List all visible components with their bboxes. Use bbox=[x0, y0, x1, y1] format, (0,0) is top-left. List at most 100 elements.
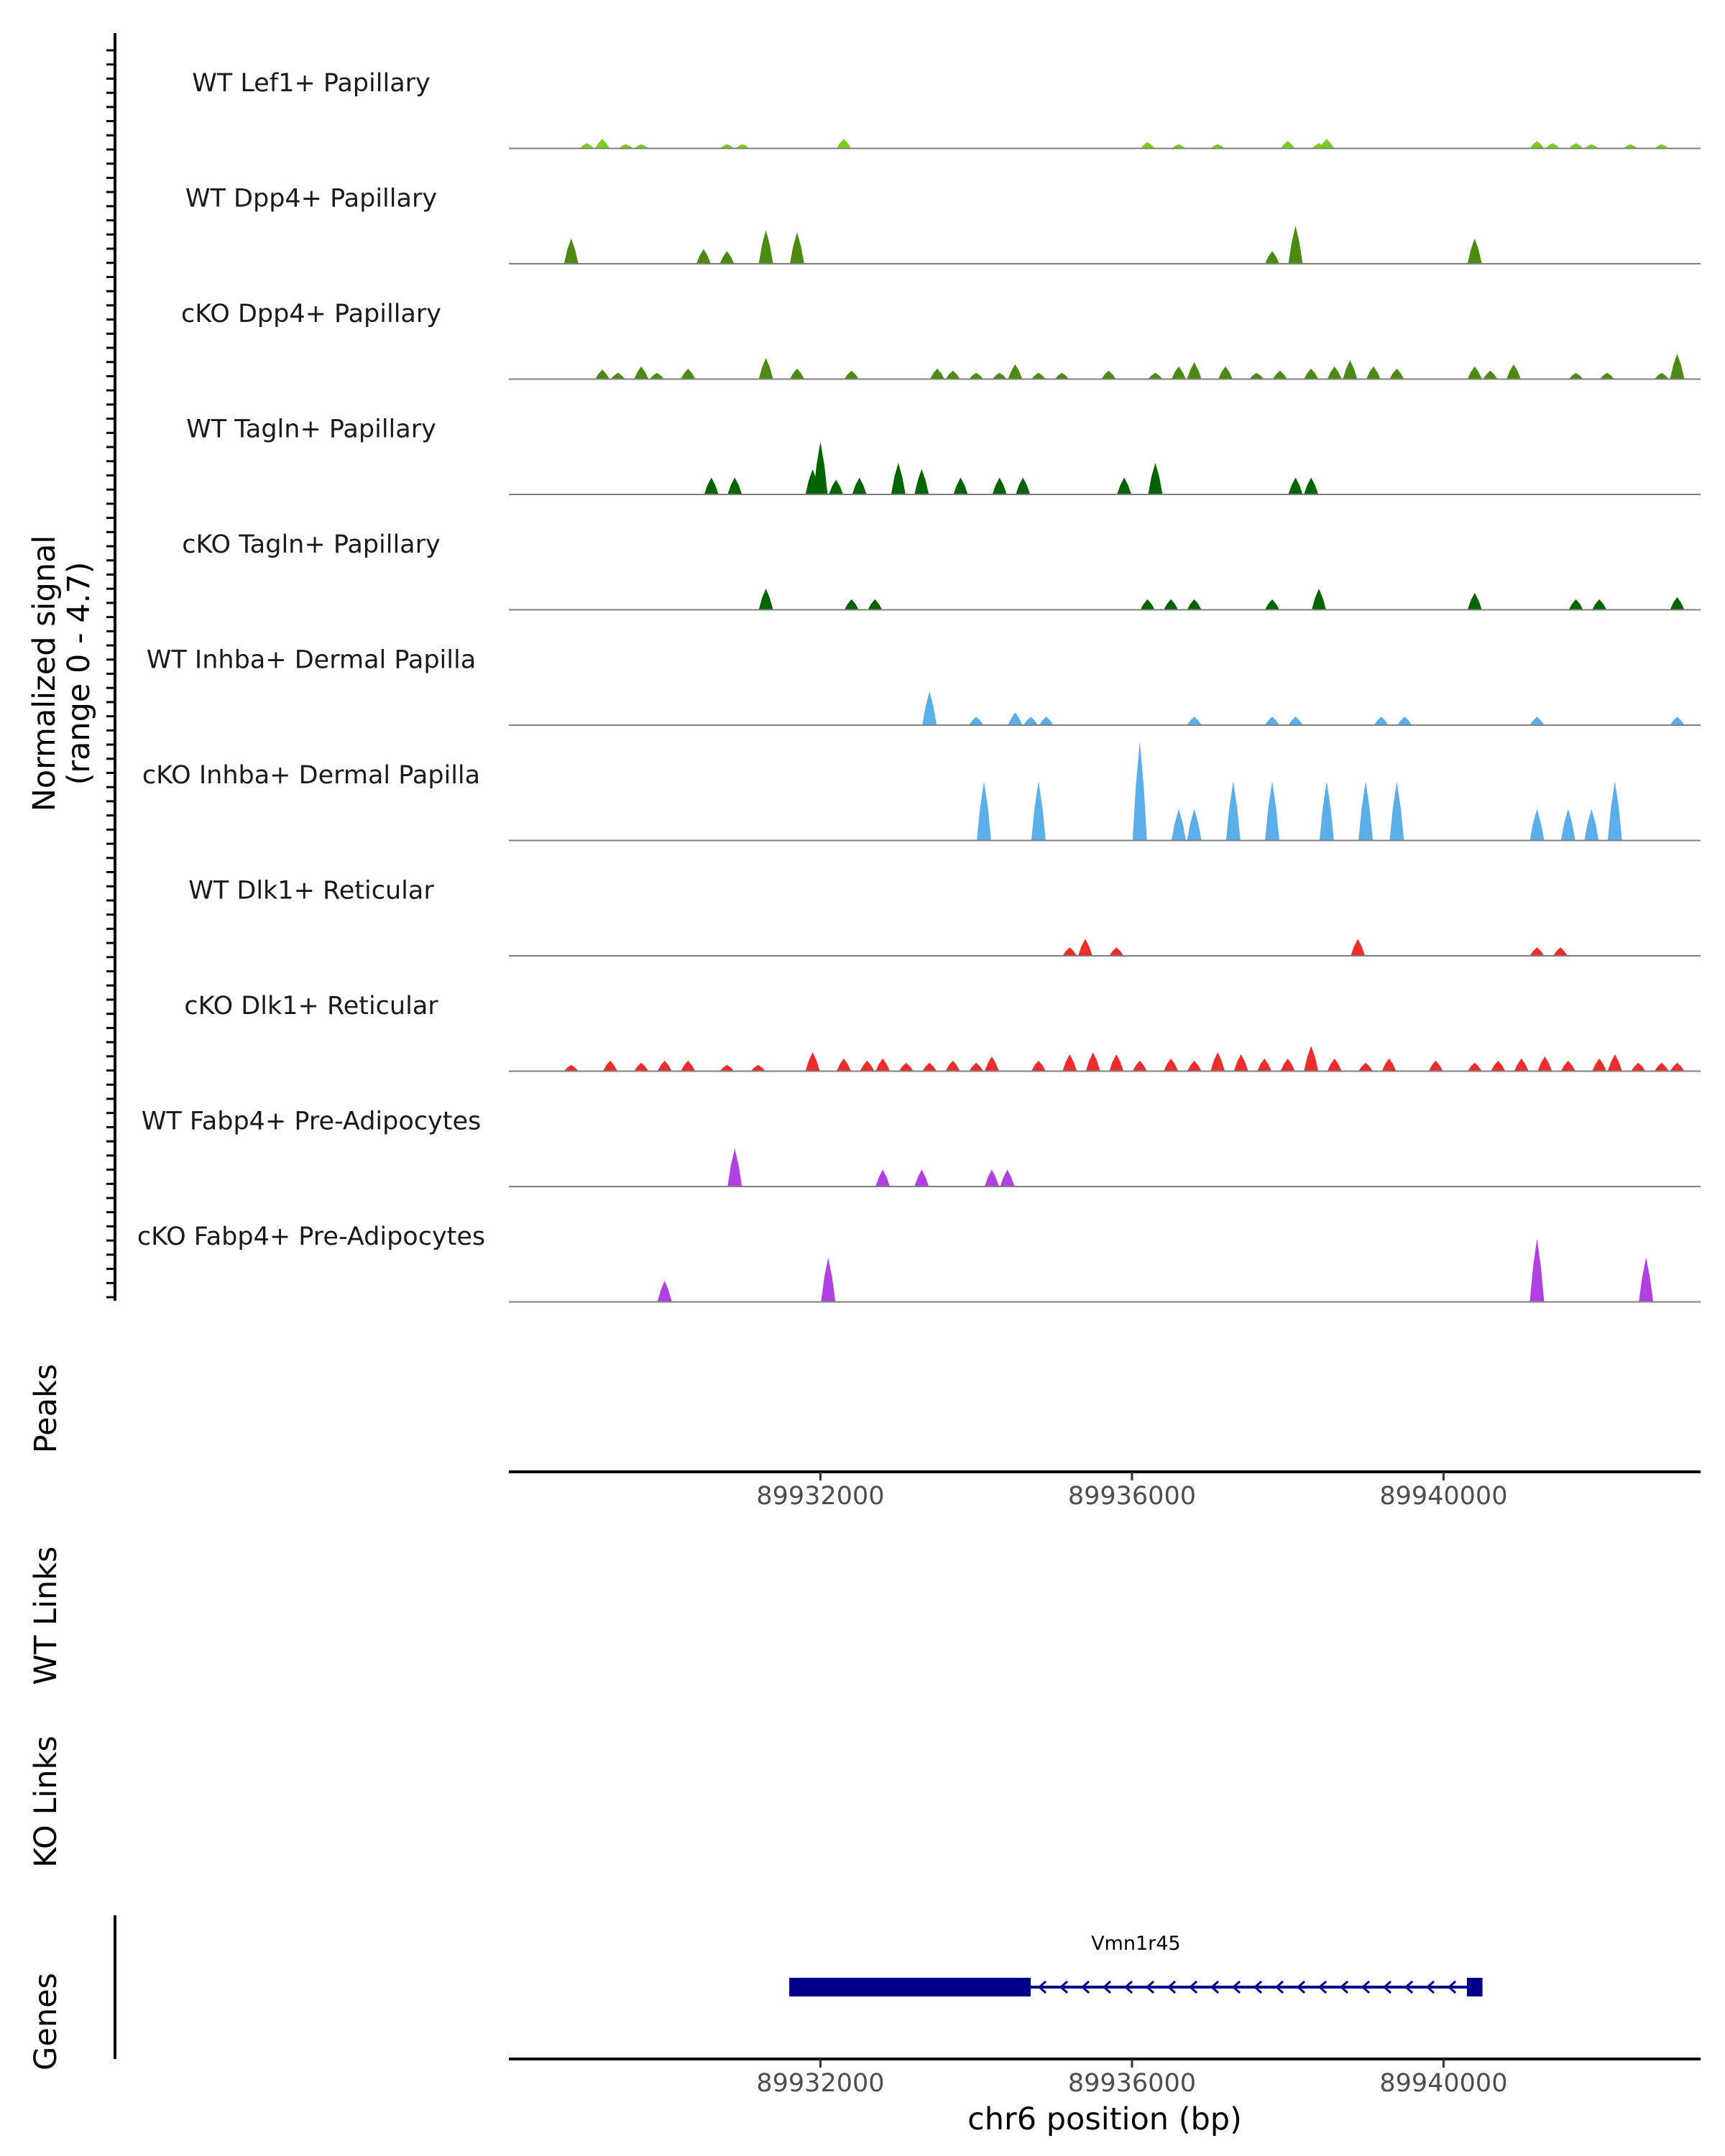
signal-peak bbox=[579, 143, 594, 149]
signal-peak bbox=[564, 1064, 579, 1072]
position-axis-top: 89932000 89936000 89940000 bbox=[509, 1470, 1701, 1511]
signal-peak bbox=[649, 372, 664, 379]
strand-arrow bbox=[1296, 1980, 1306, 1994]
signal-peak bbox=[634, 366, 649, 379]
x-tick-label: 89936000 bbox=[1068, 1482, 1196, 1511]
signal-peak bbox=[1062, 947, 1077, 956]
gene-name: Vmn1r45 bbox=[1091, 1932, 1181, 1955]
signal-peak bbox=[1164, 1058, 1179, 1072]
signal-peak bbox=[1483, 370, 1498, 379]
signal-peak bbox=[821, 1257, 836, 1302]
gene-exon-block bbox=[789, 1978, 1031, 1996]
coverage-track: WT Tagln+ Papillary bbox=[186, 415, 1701, 495]
signal-peak bbox=[1031, 372, 1046, 379]
signal-peak bbox=[727, 1148, 742, 1187]
signal-peak bbox=[1389, 781, 1404, 841]
signal-peak bbox=[1506, 364, 1521, 379]
coverage-track: cKO Inhba+ Dermal Papilla bbox=[142, 741, 1701, 842]
signal-peak bbox=[969, 717, 984, 725]
strand-arrow bbox=[1274, 1980, 1284, 1994]
strand-arrow bbox=[1210, 1980, 1220, 1994]
signal-peak bbox=[602, 1060, 617, 1072]
signal-peak bbox=[875, 1169, 891, 1187]
signal-peak bbox=[1132, 1060, 1147, 1072]
signal-peak bbox=[1631, 1062, 1646, 1072]
signal-peak bbox=[1280, 1058, 1295, 1072]
signal-peak bbox=[1101, 370, 1116, 379]
signal-peak bbox=[945, 370, 960, 379]
track-label: cKO Fabp4+ Pre-Adipocytes bbox=[137, 1222, 485, 1251]
track-label: cKO Tagln+ Papillary bbox=[182, 530, 441, 559]
signal-peak bbox=[844, 370, 859, 379]
strand-arrow bbox=[1361, 1980, 1371, 1994]
signal-peak bbox=[914, 469, 929, 494]
signal-peak bbox=[681, 368, 696, 379]
signal-peak bbox=[1670, 717, 1685, 725]
signal-peak bbox=[564, 238, 579, 264]
signal-peak bbox=[1599, 372, 1614, 379]
signal-peak bbox=[1530, 141, 1545, 149]
x-tick-label: 89932000 bbox=[756, 2069, 884, 2098]
strand-arrow bbox=[1317, 1980, 1328, 1994]
signal-peak bbox=[1568, 143, 1583, 149]
strand-arrow bbox=[1059, 1980, 1069, 1994]
gene-model: Vmn1r45 bbox=[789, 1932, 1483, 1996]
signal-peak bbox=[1312, 589, 1327, 610]
gene-exon-block bbox=[1466, 1978, 1483, 1996]
signal-peak bbox=[1171, 366, 1186, 379]
signal-peak bbox=[758, 358, 773, 379]
ko-links-label: KO Links bbox=[28, 1736, 64, 1868]
signal-peak bbox=[1654, 144, 1669, 149]
signal-peak bbox=[1491, 1060, 1506, 1072]
track-label: WT Tagln+ Papillary bbox=[186, 415, 436, 444]
strand-arrow bbox=[1102, 1980, 1112, 1994]
signal-peak bbox=[1568, 372, 1583, 379]
signal-peak bbox=[992, 477, 1007, 494]
signal-peak bbox=[634, 1062, 649, 1072]
signal-peak bbox=[1225, 781, 1241, 841]
signal-peak bbox=[789, 231, 804, 264]
signal-peak bbox=[922, 691, 937, 725]
signal-peak bbox=[657, 1060, 672, 1072]
signal-peak bbox=[1467, 593, 1482, 610]
strand-arrow bbox=[1253, 1980, 1263, 1994]
signal-peak bbox=[914, 1169, 929, 1187]
coverage-track: WT Fabp4+ Pre-Adipocytes bbox=[142, 1107, 1701, 1187]
signal-peak bbox=[1654, 372, 1669, 379]
coverage-track: WT Lef1+ Papillary bbox=[192, 69, 1701, 149]
signal-peak bbox=[1381, 1058, 1397, 1072]
strand-arrow bbox=[1188, 1980, 1198, 1994]
signal-peak bbox=[1210, 144, 1225, 149]
signal-peak bbox=[1467, 1062, 1482, 1072]
signal-peak bbox=[1530, 947, 1545, 956]
coverage-track: cKO Dpp4+ Papillary bbox=[181, 300, 1701, 380]
signal-peak bbox=[1358, 1062, 1374, 1072]
track-label: cKO Inhba+ Dermal Papilla bbox=[142, 761, 480, 790]
signal-peak bbox=[1552, 947, 1568, 956]
signal-peak bbox=[758, 230, 773, 264]
signal-peak bbox=[1000, 1169, 1015, 1187]
signal-peak bbox=[1031, 781, 1046, 841]
strand-arrow bbox=[1167, 1980, 1177, 1994]
signal-peak bbox=[1257, 1058, 1272, 1072]
signal-axis-ticks bbox=[106, 49, 115, 1299]
signal-peak bbox=[1374, 717, 1389, 725]
signal-peak bbox=[1592, 1058, 1607, 1072]
signal-peak bbox=[1584, 144, 1599, 149]
signal-peak bbox=[1467, 238, 1482, 264]
signal-peak bbox=[1062, 1054, 1077, 1072]
signal-peak bbox=[1164, 599, 1179, 610]
track-label: WT Inhba+ Dermal Papilla bbox=[147, 646, 476, 675]
track-label: WT Dlk1+ Reticular bbox=[188, 877, 434, 906]
signal-peak bbox=[852, 477, 867, 494]
signal-peak bbox=[1530, 1238, 1545, 1302]
signal-peak bbox=[1264, 251, 1279, 264]
signal-peak bbox=[1031, 1060, 1046, 1072]
signal-peak bbox=[1467, 366, 1482, 379]
signal-peak bbox=[1670, 596, 1685, 610]
signal-peak bbox=[868, 599, 883, 610]
signal-peak bbox=[984, 1169, 999, 1187]
signal-peak bbox=[1358, 781, 1374, 841]
signal-peak bbox=[704, 477, 719, 494]
genes-panel-label: Genes bbox=[28, 1973, 64, 2070]
